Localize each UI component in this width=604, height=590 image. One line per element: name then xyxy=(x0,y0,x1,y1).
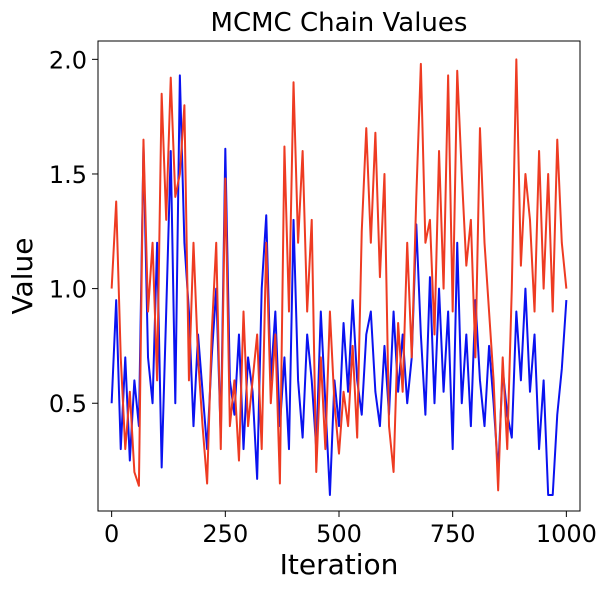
chart-title: MCMC Chain Values xyxy=(211,8,468,38)
series-layer xyxy=(110,58,568,496)
y-tick-label: 1.5 xyxy=(49,161,87,189)
y-tick-label: 2.0 xyxy=(49,46,87,74)
y-tick-label: 1.0 xyxy=(49,276,87,304)
x-axis-label: Iteration xyxy=(280,548,399,581)
x-tick-label: 0 xyxy=(104,520,119,548)
x-tick-label: 250 xyxy=(202,520,248,548)
x-tick-label: 750 xyxy=(430,520,476,548)
y-tick-label: 0.5 xyxy=(49,390,87,418)
y-axis-label: Value xyxy=(6,238,39,315)
x-tick-label: 1000 xyxy=(536,520,597,548)
series-line-2 xyxy=(110,58,568,492)
tick-layer: 0 250 500 750 1000 0.5 1.0 1.5 2.0 xyxy=(49,46,597,548)
x-tick-label: 500 xyxy=(316,520,362,548)
